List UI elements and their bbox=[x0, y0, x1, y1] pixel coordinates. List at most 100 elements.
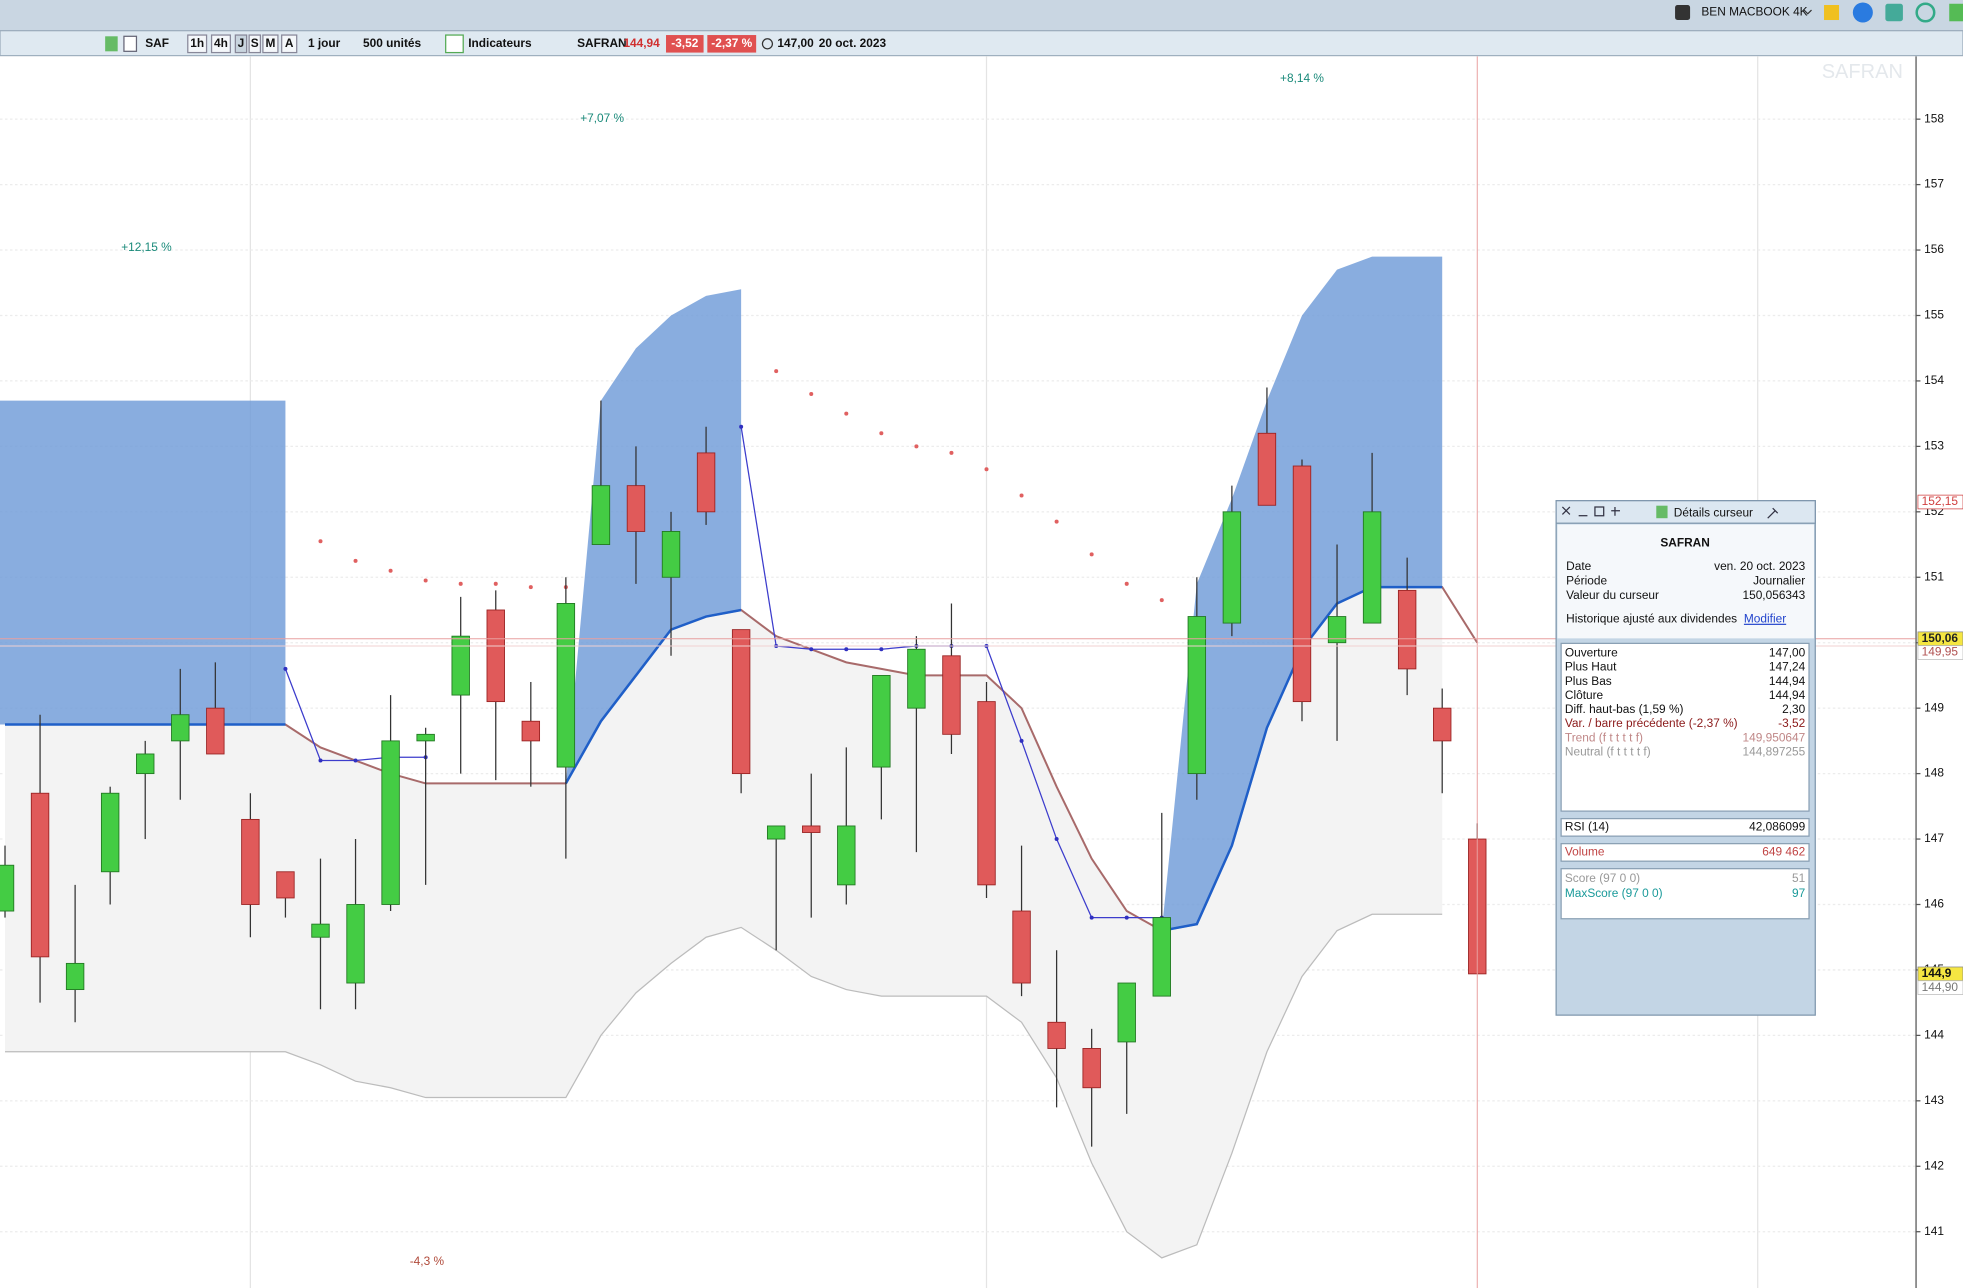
candle-body[interactable] bbox=[0, 864, 15, 912]
price-tag: 144,9 bbox=[1922, 966, 1952, 980]
grid-icon[interactable] bbox=[1949, 3, 1963, 22]
candle-body[interactable] bbox=[977, 701, 996, 886]
interval[interactable]: 1 jour bbox=[308, 36, 341, 50]
candle-body[interactable] bbox=[696, 452, 716, 513]
value-number: -3,52 bbox=[1778, 716, 1805, 730]
candle-body[interactable] bbox=[1257, 432, 1277, 506]
top-bar bbox=[0, 0, 1963, 31]
candle-body[interactable] bbox=[1362, 511, 1382, 624]
candle-body[interactable] bbox=[907, 648, 926, 709]
candle-body[interactable] bbox=[556, 603, 576, 768]
candle-body[interactable] bbox=[872, 674, 891, 768]
save-icon[interactable] bbox=[1675, 5, 1691, 21]
value-label: Ouverture bbox=[1565, 646, 1618, 660]
period-button[interactable] bbox=[262, 34, 279, 54]
candle-body[interactable] bbox=[591, 485, 611, 545]
candle-body[interactable] bbox=[1397, 589, 1417, 670]
candle-body[interactable] bbox=[100, 792, 120, 873]
flag-icon[interactable] bbox=[1824, 5, 1840, 21]
signal-point bbox=[809, 647, 814, 652]
period-label[interactable]: 1h bbox=[190, 36, 204, 50]
candle-body[interactable] bbox=[206, 707, 225, 755]
caret bbox=[1803, 9, 1812, 15]
period-button[interactable] bbox=[234, 34, 248, 54]
units[interactable]: 500 unités bbox=[363, 36, 421, 50]
candle-body[interactable] bbox=[802, 825, 821, 833]
candle-body[interactable] bbox=[837, 825, 856, 886]
candle-body[interactable] bbox=[241, 818, 260, 905]
period-label[interactable]: 4h bbox=[214, 36, 228, 50]
sar-dot bbox=[844, 411, 849, 416]
candle-body[interactable] bbox=[1187, 616, 1207, 775]
period-button[interactable] bbox=[248, 34, 262, 54]
tool-icon[interactable] bbox=[1885, 3, 1903, 22]
info-label: Valeur du curseur bbox=[1566, 588, 1659, 602]
price-tag: 149,95 bbox=[1922, 645, 1959, 659]
dividends-note: Historique ajusté aux dividendes bbox=[1566, 612, 1737, 626]
date: 20 oct. 2023 bbox=[819, 36, 887, 50]
candle-body[interactable] bbox=[416, 733, 435, 742]
candle-body[interactable] bbox=[942, 655, 961, 735]
period-label[interactable]: S bbox=[251, 36, 259, 50]
candle-body[interactable] bbox=[1292, 465, 1312, 703]
candle-body[interactable] bbox=[346, 904, 365, 984]
candle-body[interactable] bbox=[731, 629, 751, 775]
candle-body[interactable] bbox=[1117, 982, 1136, 1043]
change: -3,52 bbox=[671, 36, 698, 50]
sar-dot bbox=[1019, 493, 1024, 498]
value-number: 2,30 bbox=[1782, 702, 1806, 716]
sar-dot bbox=[914, 444, 919, 449]
candle-body[interactable] bbox=[136, 753, 155, 775]
candle-body[interactable] bbox=[311, 923, 330, 938]
indicator-icon[interactable] bbox=[445, 34, 464, 54]
candle-body[interactable] bbox=[451, 635, 470, 696]
settings-icon[interactable] bbox=[1767, 507, 1779, 519]
price-tag-box bbox=[1917, 645, 1963, 660]
price-tag-box bbox=[1917, 494, 1963, 510]
window-button[interactable] bbox=[1594, 506, 1605, 517]
candle-body[interactable] bbox=[1047, 1021, 1066, 1049]
sync-icon[interactable] bbox=[1915, 2, 1936, 23]
price-tag: 152,15 bbox=[1922, 494, 1959, 508]
candle-body[interactable] bbox=[65, 962, 85, 991]
candle-body[interactable] bbox=[1082, 1048, 1101, 1089]
period-label[interactable]: J bbox=[238, 36, 245, 50]
signal-point bbox=[283, 666, 288, 671]
period-button[interactable] bbox=[281, 34, 298, 54]
candle-body[interactable] bbox=[1152, 917, 1171, 997]
candle-body[interactable] bbox=[30, 792, 50, 958]
y-tick-label: 144 bbox=[1924, 1028, 1944, 1042]
period-button[interactable] bbox=[187, 34, 208, 54]
chart-icon[interactable] bbox=[105, 36, 118, 52]
sound-icon[interactable] bbox=[1852, 2, 1873, 23]
candle-body[interactable] bbox=[661, 531, 681, 578]
candle-body[interactable] bbox=[1222, 511, 1242, 624]
score-label: MaxScore (97 0 0) bbox=[1565, 886, 1663, 900]
indicators[interactable]: Indicateurs bbox=[468, 36, 532, 50]
candle-body[interactable] bbox=[1012, 910, 1031, 984]
user-menu[interactable]: BEN MACBOOK 4K bbox=[1701, 5, 1807, 19]
signal-point bbox=[844, 647, 849, 652]
candle-body[interactable] bbox=[626, 485, 646, 532]
candle-body[interactable] bbox=[1327, 616, 1347, 644]
compare-icon[interactable] bbox=[123, 35, 138, 52]
window-button[interactable] bbox=[1561, 506, 1571, 515]
value-label: Neutral (f t t t t f) bbox=[1565, 745, 1651, 759]
candle-body[interactable] bbox=[381, 740, 400, 905]
period-label[interactable]: M bbox=[265, 36, 275, 50]
change-pct-box bbox=[707, 35, 757, 53]
candle-body[interactable] bbox=[1433, 707, 1452, 742]
candle-body[interactable] bbox=[766, 825, 786, 840]
modify-link[interactable]: Modifier bbox=[1744, 612, 1786, 626]
value-label: Plus Haut bbox=[1565, 660, 1617, 674]
candle-body[interactable] bbox=[521, 720, 541, 742]
symbol[interactable]: SAF bbox=[145, 36, 169, 50]
candle-body[interactable] bbox=[171, 714, 190, 742]
value-label: Trend (f t t t t f) bbox=[1565, 730, 1643, 744]
window-button[interactable] bbox=[1611, 506, 1620, 516]
rsi-label: RSI (14) bbox=[1565, 820, 1609, 834]
candle-body[interactable] bbox=[276, 871, 295, 899]
period-button[interactable] bbox=[210, 34, 231, 54]
candle-body[interactable] bbox=[486, 609, 505, 703]
period-label[interactable]: A bbox=[285, 36, 294, 50]
